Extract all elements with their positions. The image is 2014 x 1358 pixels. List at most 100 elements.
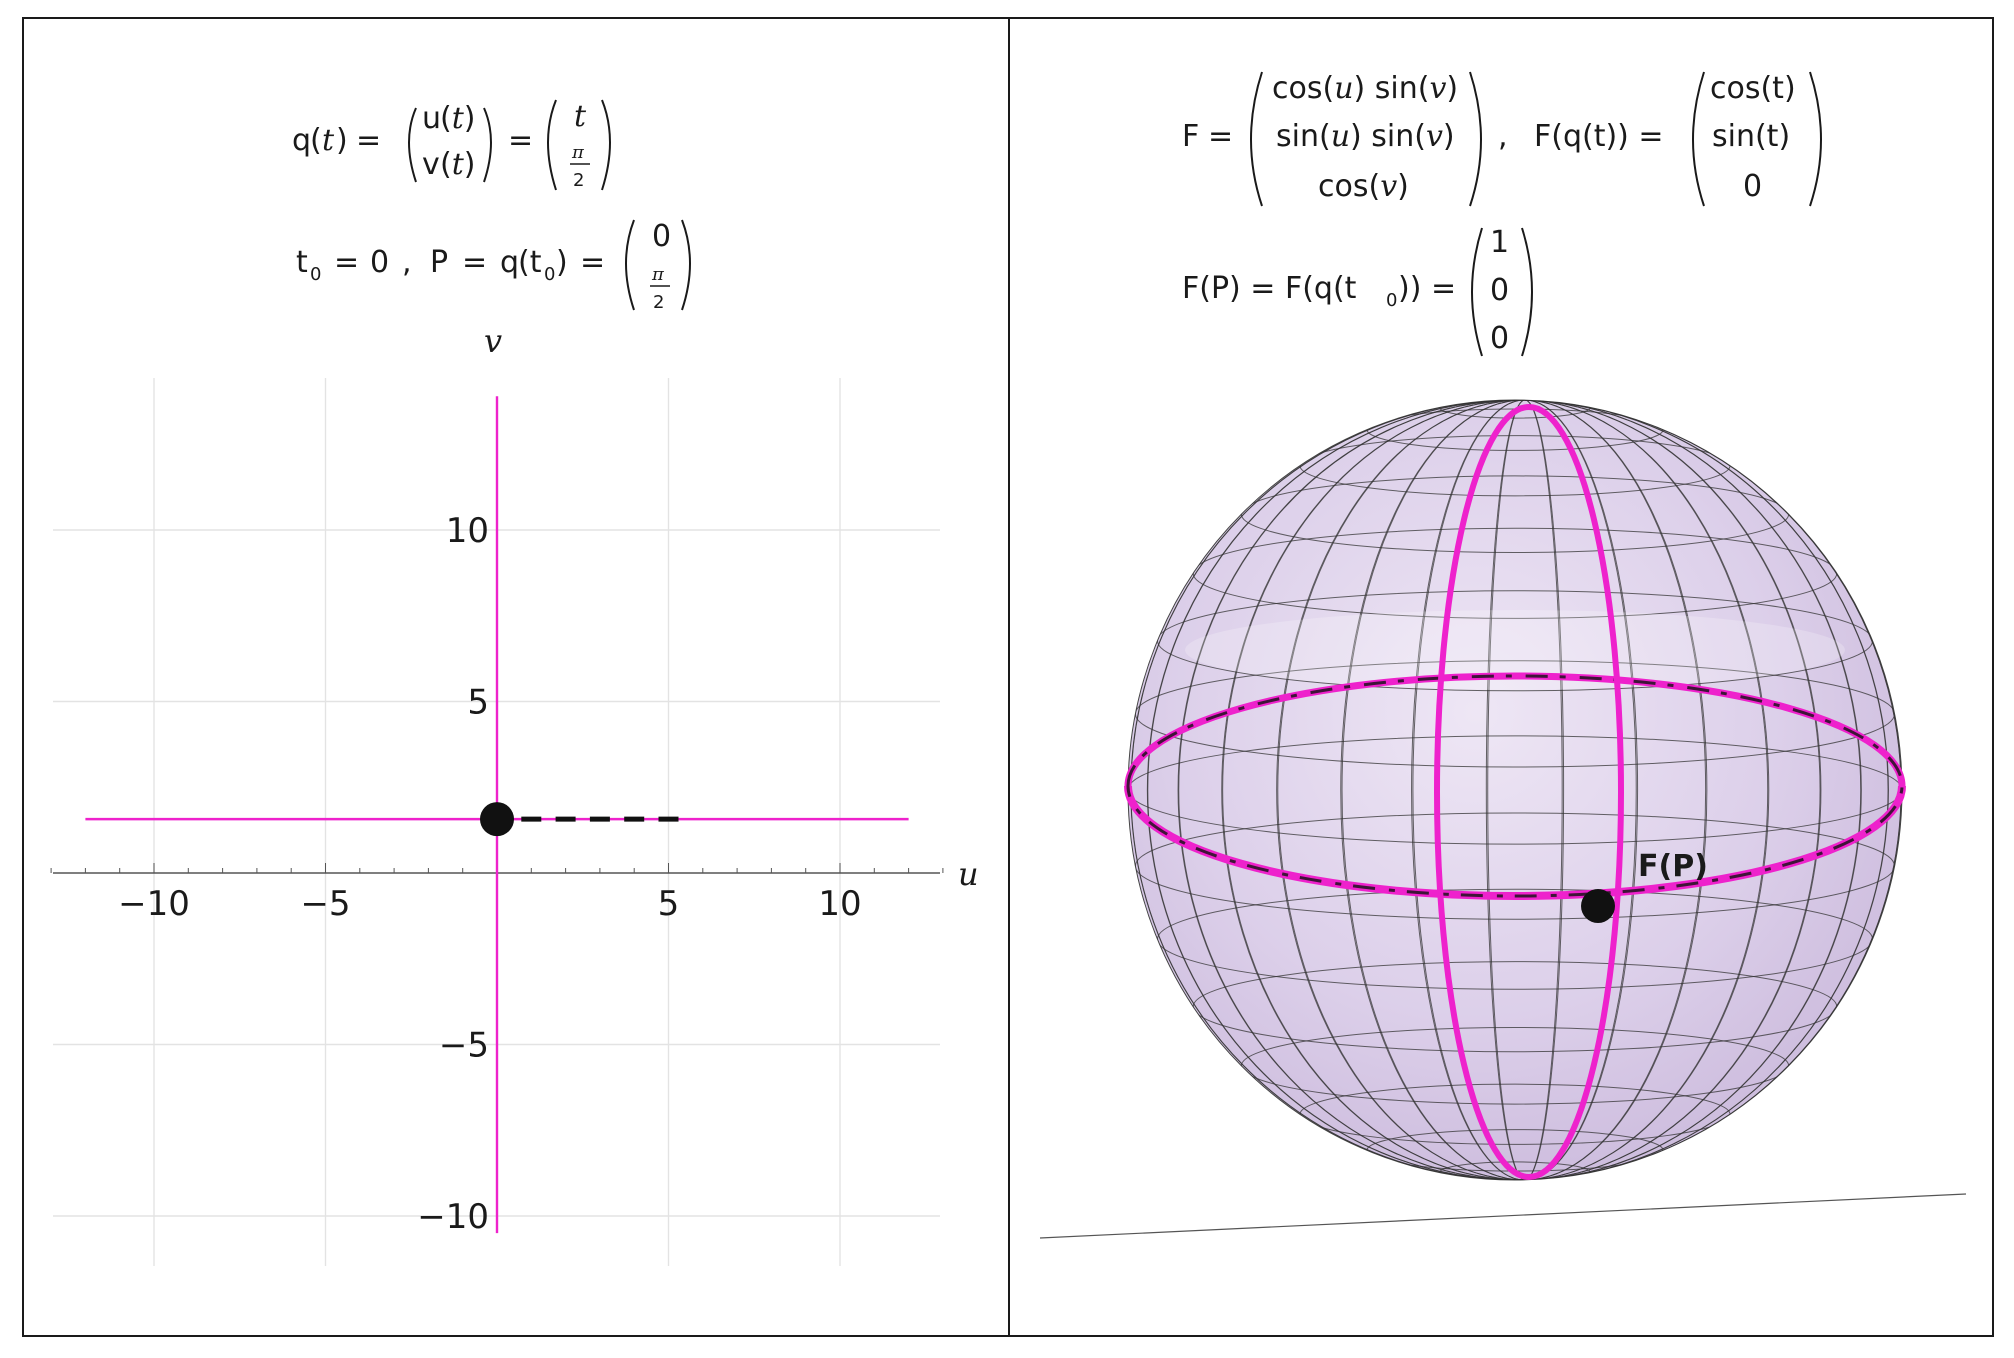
FP-right-paren xyxy=(1521,227,1533,357)
F-matrix-right-paren xyxy=(1469,71,1482,207)
Fq-right-paren xyxy=(1809,71,1822,207)
sphere-highlight-band xyxy=(1185,610,1845,690)
FP-close: )) = xyxy=(1398,271,1456,306)
v-tick-label: −5 xyxy=(439,1026,489,1066)
F-row-3: cos(v) xyxy=(1318,169,1409,204)
point-P xyxy=(480,802,514,837)
v-axis-tick-labels: −10 −5 5 10 xyxy=(417,511,489,1237)
longitude-line xyxy=(1485,400,1565,1180)
P-symbol: P xyxy=(430,245,448,280)
longitude-line xyxy=(1340,400,1708,1180)
q-symbol-2: q xyxy=(500,245,519,280)
longitude-line xyxy=(1178,400,1862,1180)
FP-row-2: 0 xyxy=(1490,273,1509,308)
v-fn: v xyxy=(422,147,440,182)
Fq-row-3: 0 xyxy=(1743,169,1762,204)
Fq-row-1: cos(t) xyxy=(1710,71,1796,106)
longitude-line xyxy=(1276,400,1770,1180)
FP-label: F(P) = F(q(t xyxy=(1182,271,1357,306)
u-fn-t: t xyxy=(452,101,465,136)
FP-row-1: 1 xyxy=(1490,225,1509,260)
u-axis-label: u xyxy=(958,855,979,893)
vector-t: t xyxy=(574,99,587,134)
v-fn-args: (t) xyxy=(440,147,476,182)
vector-right-paren xyxy=(601,99,611,191)
eq-sign-3: = xyxy=(334,245,359,280)
v-tick-label: 10 xyxy=(446,511,489,551)
q-t0-symbol: t xyxy=(530,245,542,280)
vector2-zero: 0 xyxy=(652,219,671,254)
vector-pi: π xyxy=(571,142,585,163)
FP-sub: 0 xyxy=(1386,290,1397,311)
eq-sign-4: = xyxy=(462,245,487,280)
latitude-line xyxy=(1156,590,1874,692)
longitude-line xyxy=(1411,400,1639,1180)
q-open-paren: ( xyxy=(310,123,322,158)
meridian-curve xyxy=(1434,404,1624,1180)
vector-left-paren xyxy=(547,99,557,191)
longitude-line xyxy=(1341,400,1707,1180)
equator-dark-overlay xyxy=(1126,674,1904,898)
vector-two: 2 xyxy=(573,170,584,191)
eq-sign-1: = xyxy=(356,123,381,158)
eq-sign-2: = xyxy=(508,123,533,158)
sphere-3d: F(P) xyxy=(1124,399,1906,1181)
u-axis-tick-labels: −10 −5 5 10 xyxy=(118,884,862,924)
right-formula: F = cos(u) sin(v) sin(u) sin(v) cos(v) ,… xyxy=(1182,71,1822,357)
FP-left-paren xyxy=(1471,227,1483,357)
vector2-two: 2 xyxy=(653,292,664,313)
q-t0-args: (t xyxy=(518,245,542,280)
F-row-1: cos(u) sin(v) xyxy=(1272,71,1458,106)
u-tick-label: 5 xyxy=(658,884,680,924)
Fq-left-paren xyxy=(1692,71,1705,207)
matrix-right-paren xyxy=(483,107,492,183)
comma-sep: , xyxy=(402,245,412,280)
F-row-2: sin(u) sin(v) xyxy=(1276,119,1455,154)
latitude-line xyxy=(1128,735,1902,845)
vector2-left-paren xyxy=(625,219,635,311)
q-close-paren: ) xyxy=(336,123,348,158)
vector2-right-paren xyxy=(681,219,691,311)
F-matrix-left-paren xyxy=(1250,71,1263,207)
Fq-label: F(q(t)) = xyxy=(1534,119,1664,154)
latitude-line xyxy=(1156,888,1874,990)
formula-separator: , xyxy=(1498,119,1508,154)
q-t-var: t xyxy=(322,123,335,158)
t0-sub: 0 xyxy=(310,264,321,285)
v-axis-label: v xyxy=(484,322,502,360)
u-tick-label: −10 xyxy=(118,884,190,924)
vector2-pi: π xyxy=(651,264,665,285)
longitude-line xyxy=(1412,400,1637,1180)
left-formula: q ( t ) = u (t) v (t) = t π 2 t 0 = 0 , … xyxy=(292,99,691,313)
FP-row-3: 0 xyxy=(1490,321,1509,356)
F-of-P-label: F(P) xyxy=(1638,849,1708,884)
longitude-line xyxy=(1222,400,1821,1180)
longitude-line xyxy=(1277,400,1769,1180)
F-symbol: F xyxy=(1182,119,1199,154)
u-tick-label: −5 xyxy=(300,884,350,924)
bounding-box-edge xyxy=(1039,1193,1967,1239)
matrix-left-paren xyxy=(408,107,417,183)
grid-vertical-lines xyxy=(153,378,841,1266)
t0-value: 0 xyxy=(370,245,389,280)
longitude-line xyxy=(1221,400,1822,1180)
eq-sign-5: = xyxy=(580,245,605,280)
q-t0-close-paren: ) xyxy=(556,245,568,280)
point-F-of-P xyxy=(1581,889,1615,923)
v-tick-label: −10 xyxy=(417,1197,489,1237)
t0-symbol: t xyxy=(296,245,308,280)
u-fn-args: (t) xyxy=(440,101,476,136)
longitude-line xyxy=(1146,400,1889,1180)
u-fn: u xyxy=(422,101,441,136)
q-t0-sub: 0 xyxy=(544,264,555,285)
panel-divider xyxy=(1008,17,1010,1337)
u-tick-label: 10 xyxy=(818,884,861,924)
longitude-line xyxy=(1487,400,1563,1180)
sphere-mesh xyxy=(1128,400,1902,1180)
v-tick-label: 5 xyxy=(467,683,489,723)
longitude-line xyxy=(1177,400,1862,1180)
Fq-row-2: sin(t) xyxy=(1712,119,1790,154)
q-symbol: q xyxy=(292,123,311,158)
uv-plot: −10 −5 5 10 −10 −5 5 10 u v xyxy=(50,322,979,1266)
